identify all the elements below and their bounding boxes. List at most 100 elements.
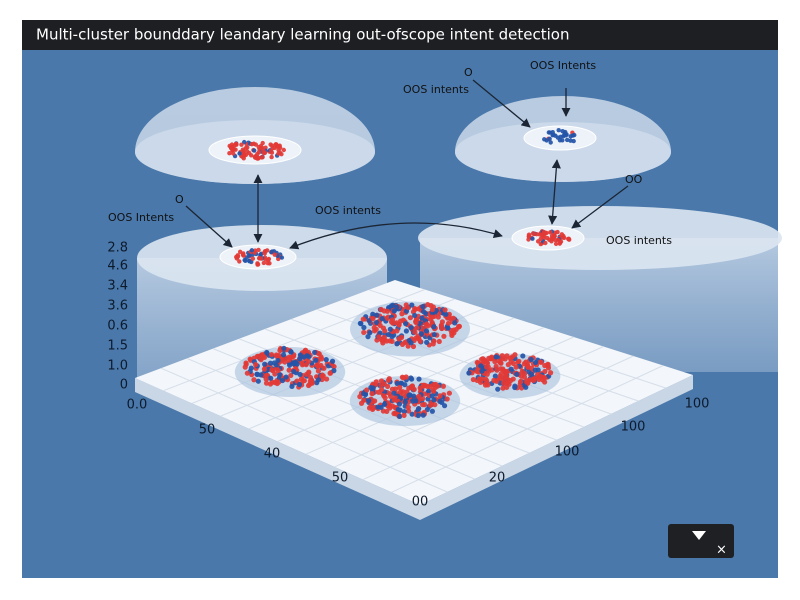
point: [566, 236, 572, 242]
point: [299, 362, 306, 368]
point: [304, 371, 310, 377]
point: [403, 374, 409, 380]
point: [260, 140, 265, 146]
point: [303, 362, 309, 368]
point: [397, 413, 403, 420]
point: [559, 232, 565, 237]
point: [263, 380, 270, 386]
point: [263, 376, 269, 382]
x-tick-label: 100: [685, 397, 710, 412]
point: [541, 229, 547, 235]
point: [538, 359, 544, 365]
point: [548, 140, 553, 145]
label: OOS intents: [403, 83, 469, 96]
point: [296, 381, 303, 388]
point: [524, 363, 531, 369]
point: [287, 362, 293, 368]
point: [483, 364, 490, 370]
point: [261, 366, 268, 372]
point: [260, 155, 265, 160]
point: [426, 388, 432, 394]
grid-line: [334, 346, 604, 468]
point: [445, 320, 452, 327]
point: [441, 403, 448, 409]
point: [415, 412, 421, 419]
point: [516, 358, 522, 364]
point: [306, 354, 312, 360]
point: [420, 383, 427, 389]
point: [275, 357, 281, 364]
point: [276, 144, 281, 149]
point: [403, 321, 409, 327]
point: [466, 370, 472, 376]
point: [401, 409, 408, 415]
point: [430, 387, 436, 393]
point: [324, 376, 330, 382]
point: [405, 343, 411, 349]
point: [509, 354, 516, 360]
point: [315, 368, 322, 374]
point: [269, 379, 275, 385]
point: [297, 371, 303, 378]
point: [485, 382, 491, 388]
x-tick-label: 50: [199, 423, 216, 438]
point: [424, 321, 430, 327]
point: [444, 396, 450, 402]
point: [386, 376, 392, 382]
clusters: [227, 127, 577, 426]
point: [420, 412, 426, 418]
point: [437, 393, 443, 399]
point: [241, 149, 246, 154]
point: [532, 367, 538, 373]
point: [417, 338, 423, 344]
point: [439, 319, 445, 325]
title: Multi-cluster bounddary leandary learnin…: [36, 26, 569, 44]
point: [391, 308, 397, 314]
point: [434, 383, 441, 389]
point: [432, 402, 438, 408]
point: [367, 330, 373, 336]
point: [384, 383, 391, 389]
point: [357, 320, 363, 326]
point: [504, 368, 510, 375]
point: [279, 377, 286, 384]
point: [443, 311, 449, 317]
point: [398, 380, 405, 386]
point: [440, 383, 446, 389]
point: [397, 384, 403, 391]
point: [394, 341, 400, 347]
point: [425, 301, 431, 308]
point: [262, 361, 268, 367]
toggle-button[interactable]: ×: [668, 524, 734, 558]
point: [369, 406, 376, 413]
point: [389, 333, 395, 340]
point: [247, 253, 252, 258]
point: [249, 153, 254, 158]
point: [254, 371, 261, 378]
point: [269, 367, 275, 373]
point: [409, 411, 415, 417]
point: [528, 371, 535, 377]
point: [548, 370, 554, 376]
x-tick-label: 00: [412, 495, 429, 510]
point: [248, 365, 254, 371]
point: [496, 358, 502, 364]
point: [237, 151, 242, 156]
point: [486, 368, 492, 374]
point: [441, 333, 447, 339]
point: [407, 392, 413, 398]
point: [478, 363, 484, 369]
point: [401, 412, 407, 418]
point: [329, 358, 336, 364]
point: [384, 308, 391, 314]
x-tick-label: 20: [489, 471, 506, 486]
point: [553, 241, 559, 247]
point: [256, 150, 262, 155]
point: [504, 384, 510, 390]
point: [244, 370, 250, 376]
point: [258, 256, 264, 261]
label: O: [175, 193, 184, 206]
point: [528, 356, 534, 363]
point: [281, 147, 286, 153]
point: [279, 255, 285, 260]
